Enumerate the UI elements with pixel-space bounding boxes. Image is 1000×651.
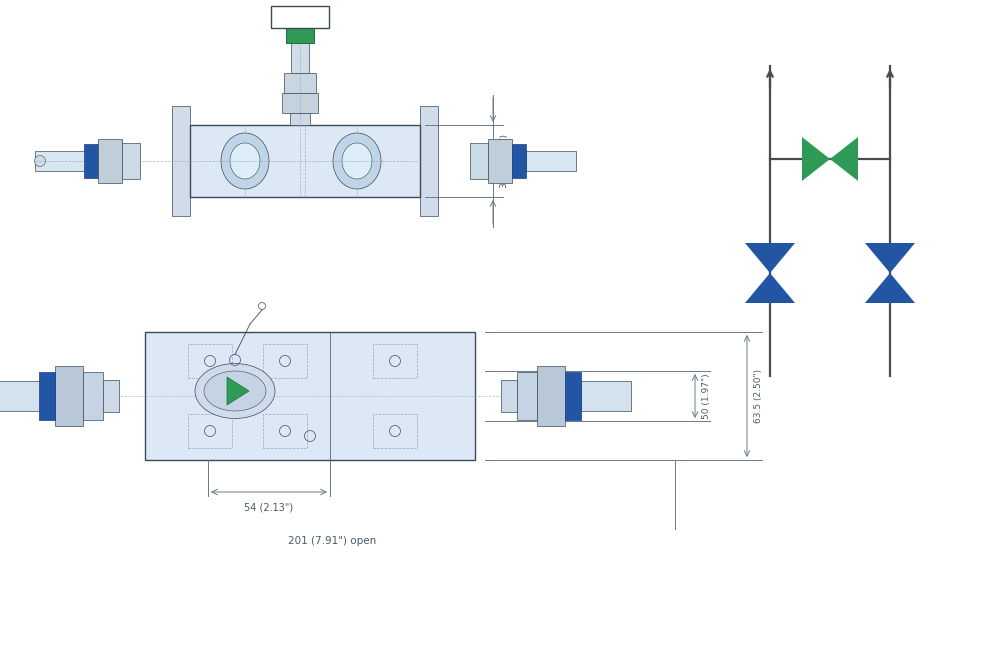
FancyBboxPatch shape <box>537 366 565 426</box>
Polygon shape <box>865 273 915 303</box>
FancyBboxPatch shape <box>290 113 310 125</box>
FancyBboxPatch shape <box>282 93 318 113</box>
FancyBboxPatch shape <box>83 372 103 420</box>
Ellipse shape <box>230 143 260 179</box>
Polygon shape <box>745 243 795 273</box>
FancyBboxPatch shape <box>190 125 420 197</box>
FancyBboxPatch shape <box>517 372 537 420</box>
Ellipse shape <box>333 133 381 189</box>
FancyBboxPatch shape <box>526 151 576 171</box>
FancyBboxPatch shape <box>271 6 329 28</box>
Text: 54 (2.13"): 54 (2.13") <box>244 502 294 512</box>
Polygon shape <box>830 137 858 181</box>
Text: 31.5 (1.24"): 31.5 (1.24") <box>500 134 509 188</box>
FancyBboxPatch shape <box>98 139 122 183</box>
FancyBboxPatch shape <box>122 143 140 179</box>
Ellipse shape <box>342 143 372 179</box>
Polygon shape <box>227 377 249 405</box>
Polygon shape <box>865 243 915 273</box>
FancyBboxPatch shape <box>172 106 190 216</box>
FancyBboxPatch shape <box>39 372 55 420</box>
Ellipse shape <box>204 371 266 411</box>
FancyBboxPatch shape <box>488 139 512 183</box>
FancyBboxPatch shape <box>291 43 309 73</box>
FancyBboxPatch shape <box>501 380 517 412</box>
Ellipse shape <box>195 363 275 419</box>
Text: 63.5 (2.50"): 63.5 (2.50") <box>754 369 763 423</box>
Text: 201 (7.91") open: 201 (7.91") open <box>288 536 377 546</box>
FancyBboxPatch shape <box>286 28 314 43</box>
FancyBboxPatch shape <box>35 151 85 171</box>
FancyBboxPatch shape <box>84 144 98 178</box>
FancyBboxPatch shape <box>581 381 631 411</box>
Circle shape <box>34 156 46 167</box>
FancyBboxPatch shape <box>145 332 475 460</box>
Polygon shape <box>745 273 795 303</box>
Text: 50 (1.97"): 50 (1.97") <box>702 373 711 419</box>
FancyBboxPatch shape <box>55 366 83 426</box>
FancyBboxPatch shape <box>420 106 438 216</box>
Ellipse shape <box>221 133 269 189</box>
FancyBboxPatch shape <box>565 372 581 420</box>
Polygon shape <box>802 137 830 181</box>
FancyBboxPatch shape <box>470 143 488 179</box>
FancyBboxPatch shape <box>512 144 526 178</box>
FancyBboxPatch shape <box>103 380 119 412</box>
FancyBboxPatch shape <box>0 381 40 411</box>
FancyBboxPatch shape <box>284 73 316 93</box>
